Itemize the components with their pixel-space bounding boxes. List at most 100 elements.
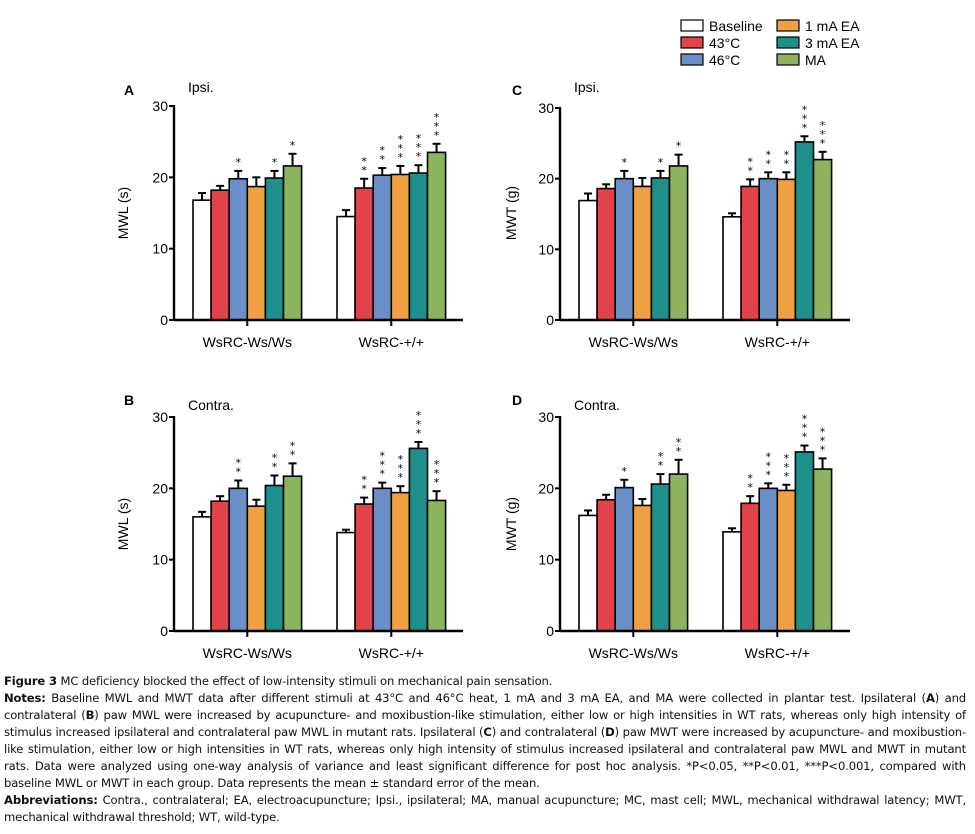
bar (776, 489, 797, 632)
bar (192, 516, 212, 632)
y-tick-label: 30 (152, 98, 168, 114)
x-tick-label: WsRC-Ws/Ws (203, 645, 292, 661)
significance-star: * (416, 150, 422, 163)
bar-group-46c: ** (228, 456, 249, 632)
bar (228, 487, 249, 632)
x-tick-label: WsRC-+/+ (745, 334, 810, 350)
significance-star: * (361, 483, 367, 496)
bar-group-1-ma-ea: *** (390, 453, 411, 632)
legend-item-ma: MA (776, 52, 827, 68)
bar (578, 199, 598, 321)
significance-star: * (747, 155, 753, 168)
bar (758, 177, 779, 321)
legend-item-1-ma-ea: 1 mA EA (776, 18, 860, 34)
panel-letter: A (124, 82, 134, 98)
bar-group-46c: * (614, 465, 635, 632)
bar (228, 177, 249, 321)
y-tick-label: 10 (538, 552, 554, 568)
significance-star: * (236, 456, 242, 469)
notes-ref-d: D (605, 725, 615, 739)
panels: A Ipsi.MWL (s)* **WsRC-Ws/Ws** ******** ***W… (115, 79, 850, 661)
bar-group-3-ma-ea: * (264, 156, 285, 321)
significance-star: * (272, 156, 278, 169)
bar (282, 165, 303, 321)
bar (596, 498, 616, 632)
bar-group-baseline (578, 509, 598, 632)
bar (794, 451, 815, 632)
bar-group-3-ma-ea: *** (794, 413, 815, 632)
legend-label: Baseline (709, 18, 763, 34)
significance-star: * (802, 422, 808, 435)
y-tick-label: 0 (546, 623, 554, 639)
significance-star: * (766, 148, 772, 161)
significance-star: * (747, 481, 753, 494)
y-tick-label: 20 (538, 171, 554, 187)
bar-group-1-ma-ea (246, 498, 267, 632)
y-tick-label: 20 (152, 480, 168, 496)
bar (336, 215, 356, 321)
bar (210, 189, 231, 321)
significance-star: * (802, 112, 808, 125)
bar (812, 468, 833, 632)
bar (632, 504, 653, 632)
y-axis-label: MWT (g) (503, 186, 519, 240)
bar (578, 514, 598, 632)
bar-group-43c: ** (354, 474, 375, 632)
bar-group-1-ma-ea: *** (390, 133, 411, 321)
panel-a: A Ipsi.MWL (s)* **WsRC-Ws/Ws** ******** ***W… (115, 79, 463, 350)
significance-star: * (784, 470, 790, 483)
significance-star: * (398, 462, 404, 475)
significance-star: * (784, 452, 790, 465)
significance-star: * (802, 103, 808, 116)
bar-group-43c (210, 495, 231, 632)
bar-group-3-ma-ea: ** (650, 450, 671, 632)
bar-group-ma: * (282, 139, 303, 321)
abbrev-label: Abbreviations: (4, 793, 98, 807)
legend-swatch (680, 36, 704, 49)
bar-group-ma: * (668, 140, 689, 321)
bar (650, 483, 671, 632)
bar (650, 177, 671, 321)
y-tick-label: 0 (160, 623, 168, 639)
notes-ref-b: B (85, 708, 95, 722)
y-tick-label: 10 (152, 241, 168, 257)
bar (264, 484, 285, 632)
bar-group-43c (596, 493, 616, 632)
panel-letter: C (512, 82, 522, 98)
significance-star: * (361, 155, 367, 168)
panel-b: B Contra.MWL (s)** ** **WsRC-Ws/Ws** *******… (115, 392, 463, 661)
significance-star: * (820, 137, 826, 150)
legend-label: MA (805, 52, 827, 68)
bar-group-3-ma-ea: ** (264, 451, 285, 632)
bar (336, 531, 356, 632)
bar (210, 500, 231, 632)
significance-star: * (784, 157, 790, 170)
significance-star: * (236, 465, 242, 478)
significance-star: * (802, 413, 808, 426)
legend-swatch (680, 19, 704, 32)
notes-ref-c: C (483, 725, 492, 739)
notes-text: ) and contralateral ( (491, 725, 606, 739)
significance-star: * (766, 450, 772, 463)
bar-group-ma: *** (812, 119, 833, 321)
y-tick-label: 0 (546, 312, 554, 328)
significance-star: * (434, 111, 440, 124)
significance-star: * (236, 156, 242, 169)
significance-star: * (676, 445, 682, 458)
legend-item-46c: 46°C (680, 52, 740, 68)
significance-star: * (272, 451, 278, 464)
figure-caption: Figure 3 MC deficiency blocked the effec… (4, 673, 966, 826)
significance-star: * (398, 471, 404, 484)
significance-star: * (380, 153, 386, 166)
bar-group-baseline (722, 212, 742, 321)
bar (668, 473, 689, 632)
panel-title: Contra. (574, 397, 620, 413)
bar-group-1-ma-ea (632, 498, 653, 632)
significance-star: * (676, 140, 682, 153)
bar-group-43c (210, 184, 231, 321)
significance-star: * (398, 453, 404, 466)
significance-star: * (766, 157, 772, 170)
x-tick-label: WsRC-Ws/Ws (589, 334, 678, 350)
bar (390, 173, 411, 321)
